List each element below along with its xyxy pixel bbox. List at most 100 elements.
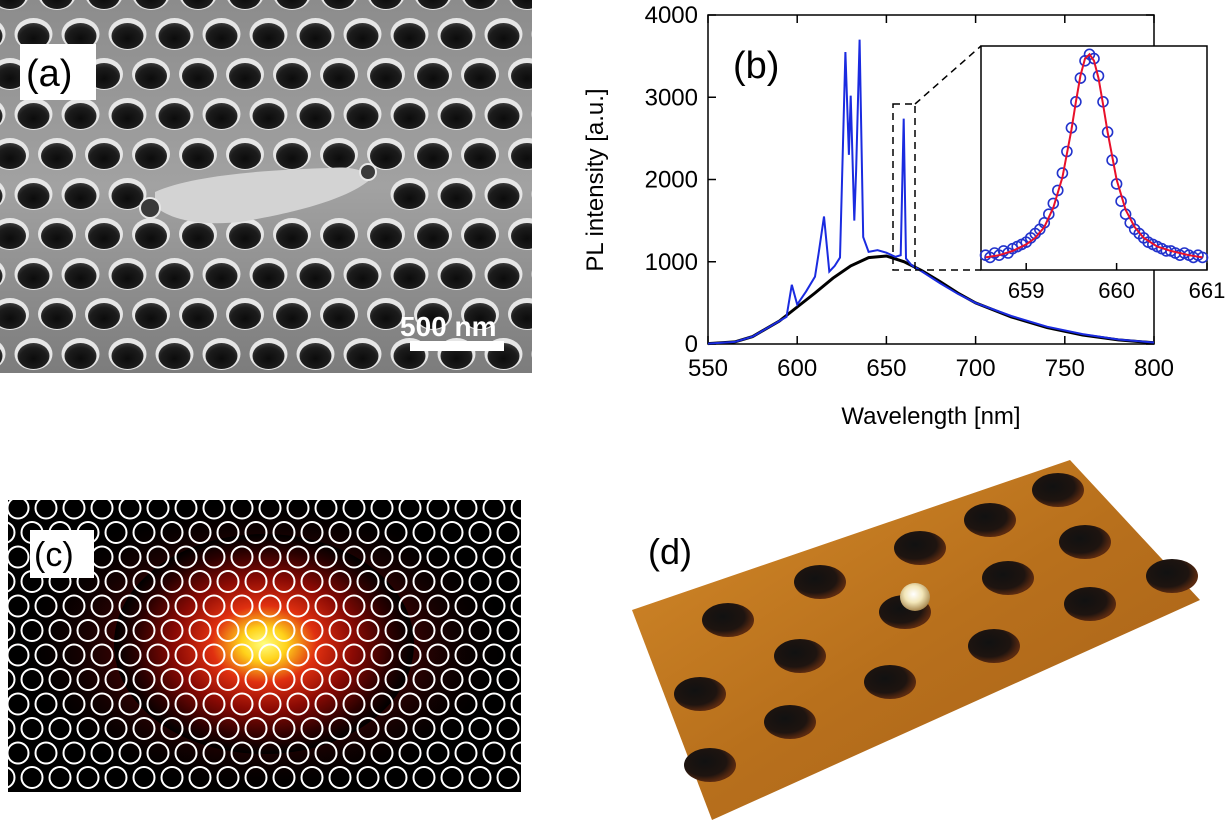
sem-hole: [226, 218, 264, 250]
mode-hole: [160, 668, 184, 691]
mode-hole: [328, 668, 352, 691]
mode-hole: [230, 594, 254, 618]
mode-hole: [230, 545, 254, 569]
mode-hole: [314, 643, 338, 667]
sem-hole: [0, 342, 6, 366]
mode-hole: [328, 570, 352, 593]
mode-hole: [230, 741, 254, 765]
mode-hole: [412, 668, 436, 691]
sem-hole: [38, 138, 76, 170]
sem-hole: [273, 138, 311, 170]
mode-hole: [496, 521, 520, 544]
sem-hole: [61, 178, 100, 210]
sem-hole: [320, 298, 358, 330]
mode-hole: [454, 594, 478, 618]
mode-hole: [76, 717, 100, 740]
sem-hole: [462, 0, 498, 10]
x-tick-label: 550: [688, 355, 728, 382]
zoom-box: [892, 103, 916, 271]
sem-hole: [14, 98, 53, 130]
mode-hole: [398, 545, 422, 569]
mode-hole: [90, 741, 114, 765]
x-tick-label: 650: [866, 355, 906, 382]
mode-hole: [468, 668, 492, 691]
panel-c-mode-profile: (c): [0, 496, 576, 796]
mode-hole: [216, 668, 240, 691]
mode-hole: [356, 521, 380, 544]
sem-hole: [226, 58, 264, 90]
mode-hole: [286, 741, 310, 765]
mode-hole: [132, 717, 156, 740]
sem-hole: [414, 218, 452, 250]
sem-hole: [14, 178, 53, 210]
mode-hole: [146, 741, 170, 765]
sem-hole: [155, 18, 194, 50]
mode-hole: [342, 692, 366, 716]
mode-hole: [132, 766, 156, 789]
sem-hole: [296, 258, 335, 290]
mode-hole: [412, 619, 436, 642]
sem-hole: [390, 178, 429, 210]
mode-hole: [496, 766, 520, 789]
mode-hole: [188, 521, 212, 544]
afm-hole: [684, 748, 736, 782]
inset-x-tick-label: 659: [1008, 278, 1045, 303]
panel-d-label: (d): [648, 531, 692, 572]
mode-hole: [398, 692, 422, 716]
mode-hole: [356, 766, 380, 789]
mode-hole: [146, 545, 170, 569]
mode-hole: [202, 545, 226, 569]
mode-hole: [174, 741, 198, 765]
defect-hole-right: [359, 163, 377, 181]
sem-hole: [202, 18, 241, 50]
mode-hole: [398, 741, 422, 765]
sem-hole: [133, 0, 169, 10]
afm-hole: [1064, 587, 1116, 621]
mode-profile-image: (c): [0, 496, 576, 796]
afm-hole: [774, 639, 826, 673]
mode-hole: [62, 643, 86, 667]
mode-hole: [426, 692, 450, 716]
sem-hole: [249, 18, 288, 50]
sem-hole: [320, 138, 358, 170]
mode-hole: [370, 545, 394, 569]
mode-hole: [34, 692, 58, 716]
sem-hole: [39, 0, 75, 10]
mode-hole: [188, 570, 212, 593]
mode-hole: [426, 741, 450, 765]
sem-hole: [461, 298, 499, 330]
sem-hole: [226, 298, 264, 330]
mode-hole: [34, 594, 58, 618]
mode-hole: [426, 643, 450, 667]
mode-hole: [118, 594, 142, 618]
mode-hole: [6, 643, 30, 667]
mode-hole: [160, 521, 184, 544]
mode-hole: [426, 545, 450, 569]
x-tick-label: 700: [956, 355, 996, 382]
mode-hole: [132, 521, 156, 544]
mode-hole: [328, 766, 352, 789]
sem-hole: [296, 18, 335, 50]
mode-hole: [384, 717, 408, 740]
y-tick-label: 0: [685, 331, 698, 358]
sem-hole: [249, 338, 288, 370]
mode-hole: [384, 668, 408, 691]
mode-hole: [230, 643, 254, 667]
sem-hole: [85, 298, 123, 330]
panel-c-label-bg: [30, 530, 94, 578]
mode-hole: [132, 668, 156, 691]
sem-hole: [437, 258, 476, 290]
afm-hole: [1059, 525, 1111, 559]
sem-hole: [108, 98, 147, 130]
mode-hole: [412, 570, 436, 593]
mode-hole: [440, 619, 464, 642]
mode-hole: [286, 545, 310, 569]
mode-hole: [244, 619, 268, 642]
mode-hole: [356, 668, 380, 691]
mode-hole: [258, 545, 282, 569]
mode-hole: [244, 766, 268, 789]
mode-hole: [454, 692, 478, 716]
sem-hole: [390, 18, 429, 50]
mode-hole: [216, 619, 240, 642]
sem-hole: [85, 138, 123, 170]
